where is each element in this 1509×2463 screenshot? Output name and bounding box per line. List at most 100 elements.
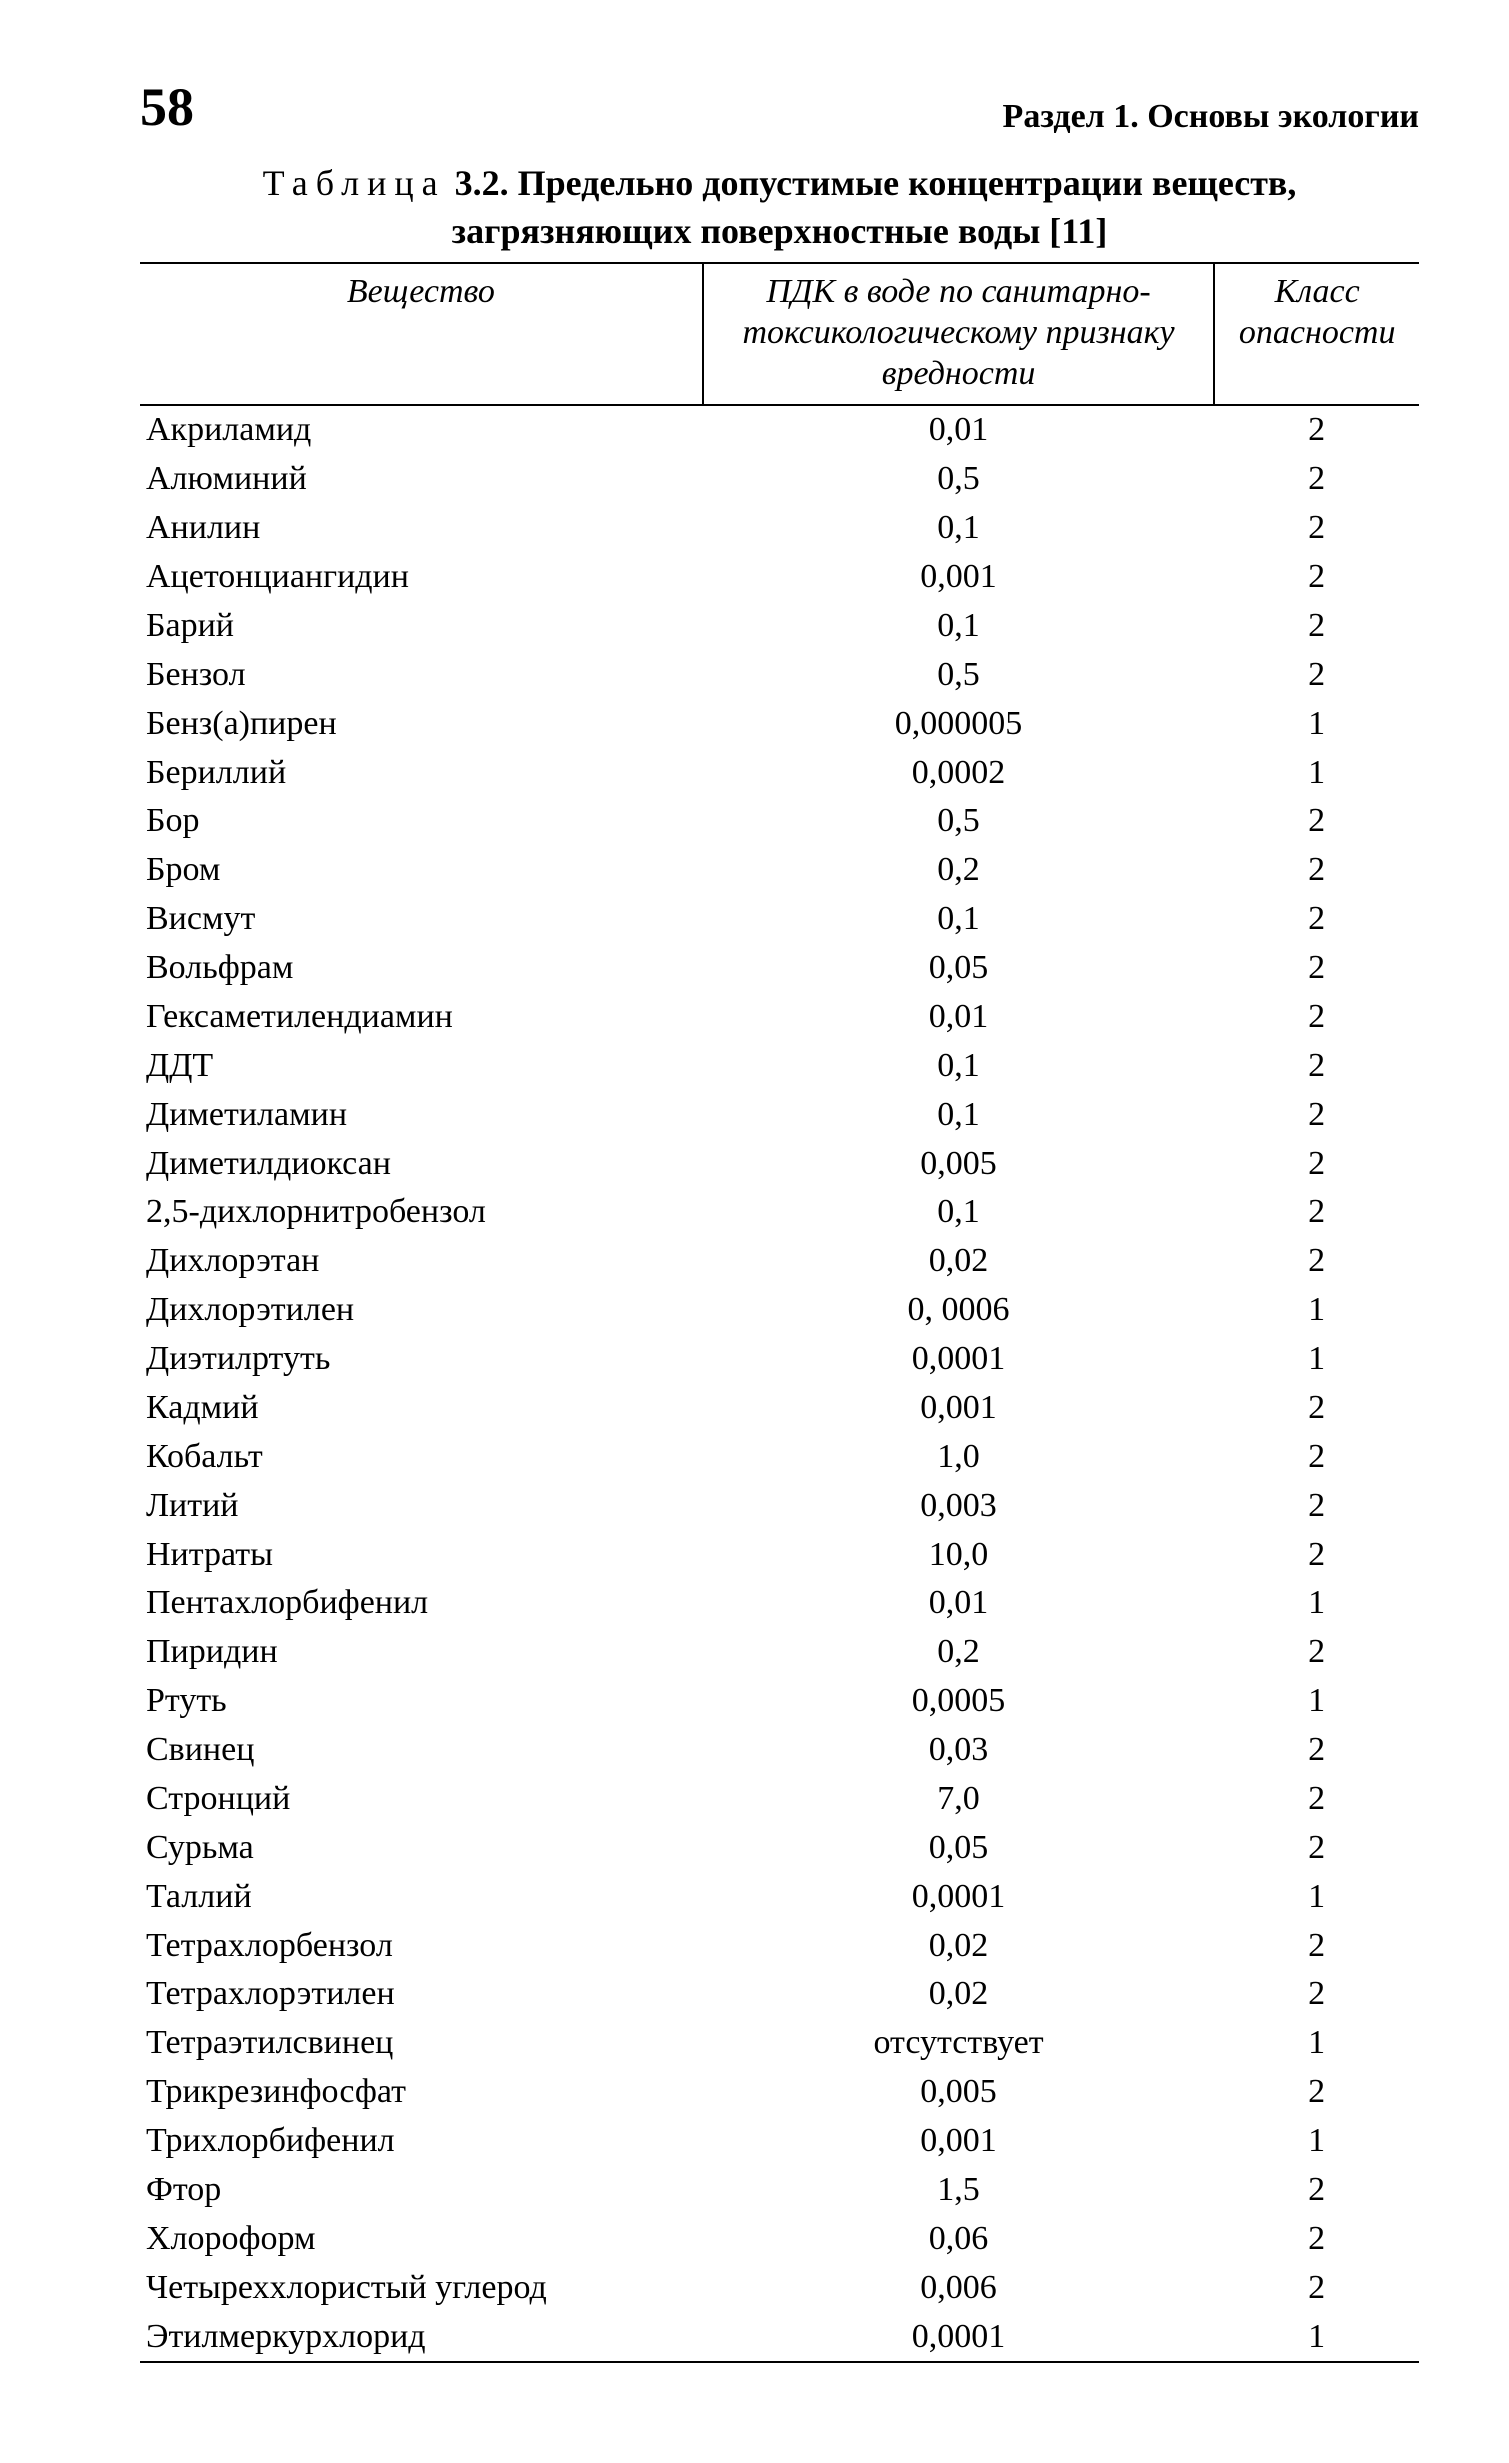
cell-substance: Бензол [140, 651, 703, 700]
table-header: Вещество ПДК в воде по санитарно-токсико… [140, 263, 1419, 405]
cell-pdk: 7,0 [703, 1775, 1215, 1824]
cell-pdk: 0,5 [703, 797, 1215, 846]
cell-hazard-class: 2 [1214, 1140, 1419, 1189]
cell-hazard-class: 2 [1214, 1237, 1419, 1286]
table-row: ДДТ0,12 [140, 1042, 1419, 1091]
cell-hazard-class: 2 [1214, 1042, 1419, 1091]
cell-substance: Диметилдиоксан [140, 1140, 703, 1189]
cell-pdk: 0,05 [703, 944, 1215, 993]
table-row: Бор0,52 [140, 797, 1419, 846]
cell-hazard-class: 2 [1214, 2068, 1419, 2117]
pdk-table: Вещество ПДК в воде по санитарно-токсико… [140, 262, 1419, 2363]
table-row: Свинец0,032 [140, 1726, 1419, 1775]
cell-substance: ДДТ [140, 1042, 703, 1091]
cell-pdk: 0,5 [703, 651, 1215, 700]
cell-hazard-class: 2 [1214, 1531, 1419, 1580]
caption-prefix: Таблица [263, 163, 446, 203]
cell-substance: 2,5-дихлорнитробензол [140, 1188, 703, 1237]
cell-pdk: 1,5 [703, 2166, 1215, 2215]
cell-hazard-class: 1 [1214, 1286, 1419, 1335]
cell-pdk: 0,0001 [703, 1873, 1215, 1922]
cell-hazard-class: 2 [1214, 1922, 1419, 1971]
cell-hazard-class: 2 [1214, 1970, 1419, 2019]
cell-substance: Бром [140, 846, 703, 895]
cell-pdk: 0,01 [703, 405, 1215, 455]
cell-substance: Бор [140, 797, 703, 846]
table-row: Гексаметилендиамин0,012 [140, 993, 1419, 1042]
cell-hazard-class: 1 [1214, 2117, 1419, 2166]
cell-substance: Хлороформ [140, 2215, 703, 2264]
table-row: Кобальт1,02 [140, 1433, 1419, 1482]
table-row: Нитраты10,02 [140, 1531, 1419, 1580]
cell-pdk: 0,1 [703, 1188, 1215, 1237]
cell-pdk: 0,02 [703, 1922, 1215, 1971]
cell-substance: Ацетонциангидин [140, 553, 703, 602]
cell-substance: Вольфрам [140, 944, 703, 993]
table-row: Пиридин0,22 [140, 1628, 1419, 1677]
cell-hazard-class: 2 [1214, 1384, 1419, 1433]
table-row: 2,5-дихлорнитробензол0,12 [140, 1188, 1419, 1237]
cell-hazard-class: 1 [1214, 2313, 1419, 2363]
table-row: Ртуть0,00051 [140, 1677, 1419, 1726]
cell-hazard-class: 2 [1214, 553, 1419, 602]
table-row: Диэтилртуть0,00011 [140, 1335, 1419, 1384]
cell-pdk: отсутствует [703, 2019, 1215, 2068]
cell-substance: Бенз(а)пирен [140, 700, 703, 749]
table-row: Сурьма0,052 [140, 1824, 1419, 1873]
cell-substance: Алюминий [140, 455, 703, 504]
cell-pdk: 0,0002 [703, 749, 1215, 798]
table-row: Трикрезинфосфат0,0052 [140, 2068, 1419, 2117]
cell-substance: Тетраэтилсвинец [140, 2019, 703, 2068]
cell-substance: Литий [140, 1482, 703, 1531]
cell-hazard-class: 2 [1214, 797, 1419, 846]
cell-hazard-class: 2 [1214, 846, 1419, 895]
table-row: Висмут0,12 [140, 895, 1419, 944]
col-header-class: Класс опасности [1214, 263, 1419, 405]
cell-hazard-class: 1 [1214, 700, 1419, 749]
table-row: Барий0,12 [140, 602, 1419, 651]
caption-number-title: 3.2. Предельно допустимые концентрации в… [455, 163, 1297, 203]
table-row: Трихлорбифенил0,0011 [140, 2117, 1419, 2166]
cell-substance: Дихлорэтан [140, 1237, 703, 1286]
cell-pdk: 0,02 [703, 1237, 1215, 1286]
table-row: Бром0,22 [140, 846, 1419, 895]
page-number: 58 [140, 80, 194, 134]
section-header: Раздел 1. Основы экологии [1003, 100, 1419, 134]
cell-pdk: 0,03 [703, 1726, 1215, 1775]
cell-hazard-class: 1 [1214, 1677, 1419, 1726]
page-container: 58 Раздел 1. Основы экологии Таблица 3.2… [0, 0, 1509, 2463]
cell-hazard-class: 2 [1214, 944, 1419, 993]
table-row: Бериллий0,00021 [140, 749, 1419, 798]
cell-hazard-class: 1 [1214, 2019, 1419, 2068]
cell-hazard-class: 2 [1214, 993, 1419, 1042]
caption-title-line1: Предельно допустимые концентрации вещест… [518, 163, 1297, 203]
cell-hazard-class: 1 [1214, 1579, 1419, 1628]
table-row: Бенз(а)пирен0,0000051 [140, 700, 1419, 749]
table-row: Дихлорэтилен0, 00061 [140, 1286, 1419, 1335]
cell-pdk: 10,0 [703, 1531, 1215, 1580]
cell-pdk: 0,1 [703, 1042, 1215, 1091]
cell-substance: Нитраты [140, 1531, 703, 1580]
cell-pdk: 0,1 [703, 504, 1215, 553]
cell-hazard-class: 1 [1214, 749, 1419, 798]
cell-pdk: 0,01 [703, 993, 1215, 1042]
cell-pdk: 0,0001 [703, 1335, 1215, 1384]
table-row: Ацетонциангидин0,0012 [140, 553, 1419, 602]
cell-hazard-class: 2 [1214, 1433, 1419, 1482]
cell-substance: Анилин [140, 504, 703, 553]
table-row: Акриламид0,012 [140, 405, 1419, 455]
cell-hazard-class: 1 [1214, 1335, 1419, 1384]
table-row: Тетрахлорэтилен0,022 [140, 1970, 1419, 2019]
table-row: Стронций7,02 [140, 1775, 1419, 1824]
cell-substance: Диэтилртуть [140, 1335, 703, 1384]
table-row: Анилин0,12 [140, 504, 1419, 553]
cell-substance: Пиридин [140, 1628, 703, 1677]
table-row: Фтор1,52 [140, 2166, 1419, 2215]
cell-pdk: 0,001 [703, 1384, 1215, 1433]
cell-pdk: 0,005 [703, 2068, 1215, 2117]
cell-pdk: 0,06 [703, 2215, 1215, 2264]
cell-hazard-class: 2 [1214, 602, 1419, 651]
cell-substance: Гексаметилендиамин [140, 993, 703, 1042]
cell-hazard-class: 2 [1214, 2264, 1419, 2313]
table-row: Этилмеркурхлорид0,00011 [140, 2313, 1419, 2363]
